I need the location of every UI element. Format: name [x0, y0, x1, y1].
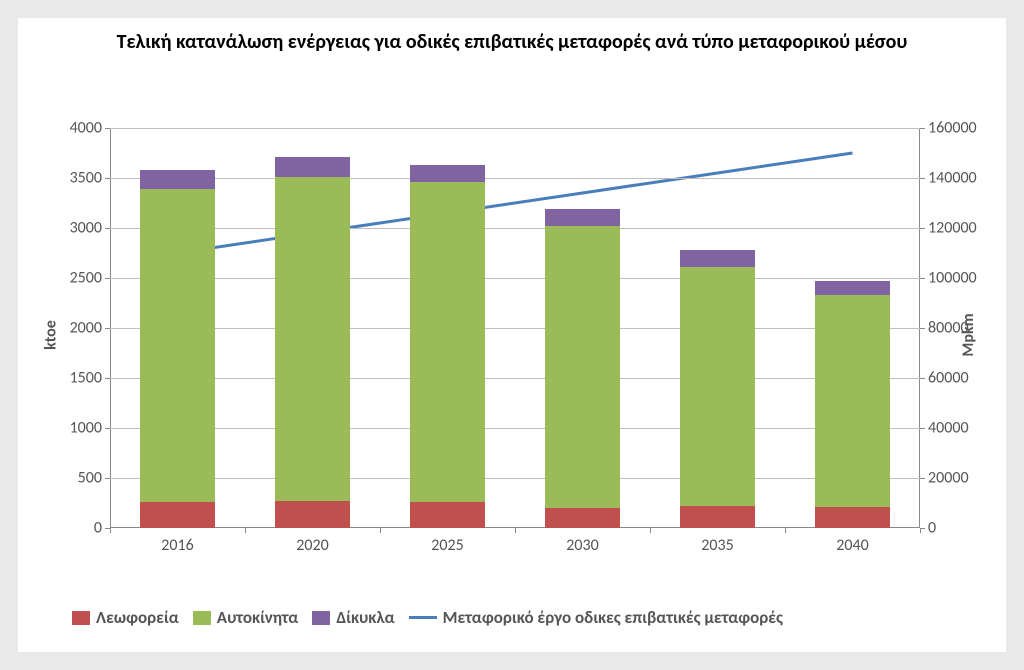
legend-item-cars: Αυτοκίνητα [193, 607, 299, 628]
legend-line-swatch [409, 616, 437, 619]
bar-segment-buses [410, 502, 484, 528]
chart-title: Τελική κατανάλωση ενέργειας για οδικές ε… [18, 18, 1006, 55]
bar-group [815, 281, 889, 529]
y-right-tick-label: 20000 [920, 469, 969, 488]
legend-label: Λεωφορεία [96, 607, 179, 628]
legend-swatch [72, 611, 90, 625]
legend: Λεωφορεία Αυτοκίνητα Δίκυκλα Μεταφορικό έργ… [72, 607, 970, 628]
x-tick-label: 2035 [701, 528, 733, 555]
x-tick-label: 2030 [566, 528, 598, 555]
plot-area: 0500100015002000250030003500400002000040… [110, 128, 920, 528]
bar-segment-cars [410, 182, 484, 502]
bar-group [545, 209, 619, 529]
bar-segment-buses [815, 507, 889, 528]
legend-swatch [312, 611, 330, 625]
bar-segment-cars [140, 189, 214, 502]
chart-inner: Τελική κατανάλωση ενέργειας για οδικές ε… [18, 18, 1006, 652]
y-axis-left-label: ktoe [41, 320, 60, 350]
y-left-tick-label: 3500 [70, 169, 110, 188]
bar-group [680, 250, 754, 529]
bar-segment-buses [680, 506, 754, 529]
y-right-tick-label: 80000 [920, 319, 969, 338]
y-left-tick-label: 2000 [70, 319, 110, 338]
x-tick-mark [110, 528, 111, 533]
y-left-tick-label: 2500 [70, 269, 110, 288]
bar-segment-cars [680, 267, 754, 506]
bar-group [410, 165, 484, 528]
y-left-tick-label: 0 [94, 519, 110, 538]
x-tick-label: 2020 [296, 528, 328, 555]
gridline [110, 128, 920, 129]
y-left-tick-label: 4000 [70, 119, 110, 138]
gridline [110, 178, 920, 179]
y-right-tick-label: 0 [920, 519, 936, 538]
x-tick-label: 2016 [161, 528, 193, 555]
x-tick-mark [785, 528, 786, 533]
x-tick-mark [380, 528, 381, 533]
bar-segment-cars [815, 295, 889, 507]
gridline [110, 328, 920, 329]
y-left-tick-label: 3000 [70, 219, 110, 238]
gridline [110, 228, 920, 229]
y-right-tick-label: 40000 [920, 419, 969, 438]
bar-segment-two_wheel [680, 250, 754, 267]
legend-label: Δίκυκλα [336, 607, 394, 628]
x-tick-mark [515, 528, 516, 533]
legend-label: Αυτοκίνητα [217, 607, 299, 628]
bar-segment-buses [275, 501, 349, 528]
x-tick-mark [245, 528, 246, 533]
y-right-tick-label: 100000 [920, 269, 977, 288]
bar-segment-cars [275, 177, 349, 501]
y-right-tick-label: 120000 [920, 219, 977, 238]
bar-group [140, 170, 214, 528]
gridline [110, 278, 920, 279]
x-tick-mark [650, 528, 651, 533]
x-tick-label: 2025 [431, 528, 463, 555]
bar-segment-two_wheel [815, 281, 889, 296]
bar-segment-buses [545, 508, 619, 528]
gridline [110, 478, 920, 479]
bar-segment-buses [140, 502, 214, 528]
chart-container: Τελική κατανάλωση ενέργειας για οδικές ε… [0, 0, 1024, 670]
bar-group [275, 157, 349, 528]
y-left-tick-label: 1000 [70, 419, 110, 438]
y-right-tick-label: 140000 [920, 169, 977, 188]
legend-label: Μεταφορικό έργο οδικες επιβατικές μεταφο… [443, 607, 783, 628]
bar-segment-cars [545, 226, 619, 508]
bar-segment-two_wheel [140, 170, 214, 189]
legend-swatch [193, 611, 211, 625]
x-tick-label: 2040 [836, 528, 868, 555]
y-left-tick-label: 500 [78, 469, 110, 488]
bar-segment-two_wheel [275, 157, 349, 177]
legend-item-buses: Λεωφορεία [72, 607, 179, 628]
y-right-tick-label: 60000 [920, 369, 969, 388]
legend-item-line: Μεταφορικό έργο οδικες επιβατικές μεταφο… [409, 607, 783, 628]
y-right-tick-label: 160000 [920, 119, 977, 138]
gridline [110, 378, 920, 379]
bar-segment-two_wheel [545, 209, 619, 227]
bar-segment-two_wheel [410, 165, 484, 182]
gridline [110, 428, 920, 429]
legend-item-two_wheel: Δίκυκλα [312, 607, 394, 628]
x-tick-mark [920, 528, 921, 533]
y-left-tick-label: 1500 [70, 369, 110, 388]
